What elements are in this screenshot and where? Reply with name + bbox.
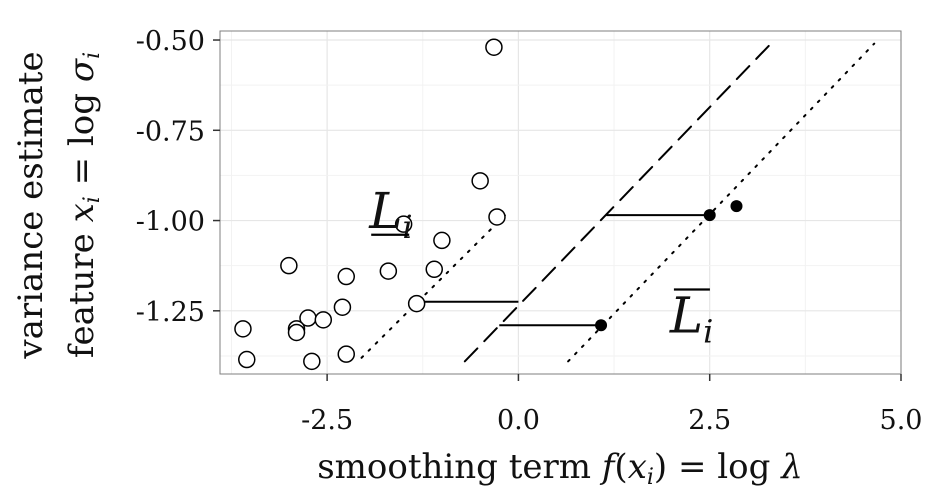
filled-data-point — [703, 209, 716, 222]
y-tick-label: -1.25 — [136, 297, 205, 328]
open-data-point — [394, 215, 413, 233]
y-axis-title-line1: variance estimate — [11, 51, 51, 359]
open-data-point — [238, 350, 256, 369]
point-layer — [234, 38, 743, 371]
open-data-point — [303, 352, 321, 371]
filled-data-point — [595, 319, 608, 332]
y-tick-label: -0.75 — [136, 116, 205, 147]
open-data-point — [485, 38, 503, 56]
annotation-layer: Li Li — [368, 182, 713, 351]
y-tick-label: -1.00 — [136, 207, 205, 238]
open-data-point — [337, 345, 356, 363]
open-data-point — [433, 231, 451, 250]
annotation-text: Li — [368, 182, 412, 246]
annotation-overbar: Li — [669, 286, 713, 350]
open-data-point — [280, 256, 298, 275]
dotted-reference-line — [567, 42, 876, 363]
open-data-point — [333, 298, 352, 316]
annotation-text: Li — [669, 286, 713, 350]
open-data-point — [234, 320, 252, 338]
plot-frame — [219, 30, 902, 375]
x-tick-label: 5.0 — [880, 405, 923, 436]
open-data-point — [488, 208, 506, 226]
open-data-point — [337, 267, 356, 286]
x-tick-label: 2.5 — [688, 405, 731, 436]
open-data-point — [425, 260, 443, 279]
x-tick-label: 0.0 — [497, 405, 540, 436]
grid-layer — [220, 31, 902, 374]
open-data-point — [407, 294, 426, 313]
dashed-reference-line — [463, 42, 772, 363]
y-axis-title-line2: feature xi = log σi — [62, 52, 105, 358]
line-layer — [360, 42, 876, 363]
x-axis-title: smoothing term f(xi) = log λ — [317, 447, 803, 490]
open-data-point — [379, 262, 398, 280]
open-data-point — [471, 172, 489, 190]
annotation-underbar: Li — [368, 182, 412, 246]
open-data-point — [287, 323, 306, 342]
open-data-point — [314, 311, 333, 329]
y-tick-label: -0.50 — [136, 26, 205, 57]
filled-data-point — [730, 200, 743, 213]
dotted-reference-line — [360, 212, 508, 359]
axis-layer: -2.5 0.0 2.5 5.0 -0.50 -0.75 -1.00 -1.25 — [136, 26, 923, 436]
x-tick-label: -2.5 — [301, 405, 353, 436]
